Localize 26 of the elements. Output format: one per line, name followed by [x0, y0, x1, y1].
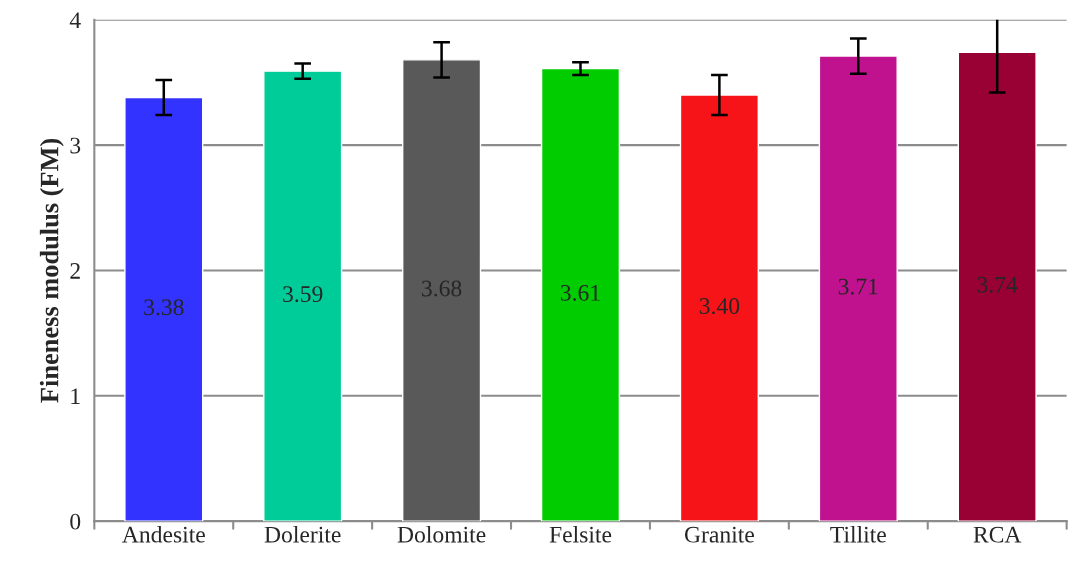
x-tick-label: Dolerite	[264, 526, 341, 543]
bar	[263, 70, 343, 522]
data-label: 3.61	[560, 284, 600, 301]
data-label: 3.74	[977, 276, 1018, 293]
data-label: 3.71	[838, 278, 878, 295]
data-label: 3.38	[144, 299, 184, 316]
y-tick-label: 3	[70, 137, 81, 154]
x-tick-label: Dolomite	[397, 526, 486, 543]
data-label: 3.59	[283, 286, 323, 303]
y-tick-label: 0	[70, 513, 81, 530]
bar	[957, 51, 1037, 522]
x-tick-label: RCA	[973, 526, 1022, 543]
y-tick-label: 4	[69, 12, 81, 28]
y-axis-title: Fineness modulus (FM)	[39, 138, 64, 403]
y-tick-label: 1	[71, 388, 80, 404]
x-tick-label: Andesite	[122, 526, 205, 543]
x-tick-label: Felsite	[549, 526, 612, 543]
bar	[679, 94, 759, 522]
bar	[402, 59, 482, 522]
x-tick-label: Tillite	[830, 526, 886, 543]
y-tick-label: 2	[70, 262, 80, 279]
bar	[124, 96, 204, 522]
bar	[818, 55, 898, 522]
bar	[540, 67, 621, 522]
x-tick-label: Granite	[684, 526, 754, 543]
data-label: 3.40	[699, 298, 740, 315]
